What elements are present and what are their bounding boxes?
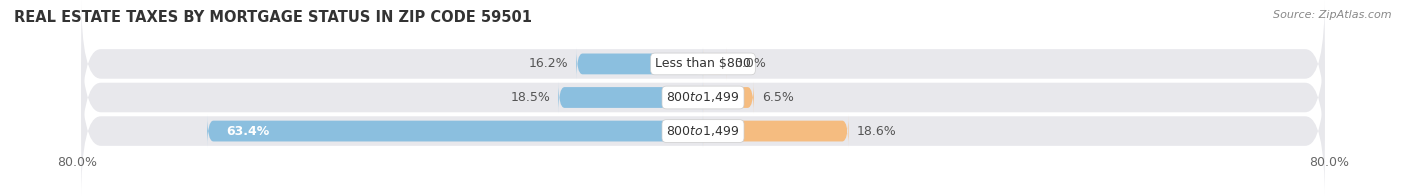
- FancyBboxPatch shape: [207, 115, 703, 148]
- Text: $800 to $1,499: $800 to $1,499: [666, 91, 740, 104]
- Text: REAL ESTATE TAXES BY MORTGAGE STATUS IN ZIP CODE 59501: REAL ESTATE TAXES BY MORTGAGE STATUS IN …: [14, 10, 531, 25]
- FancyBboxPatch shape: [576, 47, 703, 80]
- Text: $800 to $1,499: $800 to $1,499: [666, 124, 740, 138]
- Text: 6.5%: 6.5%: [762, 91, 793, 104]
- Text: Less than $800: Less than $800: [655, 57, 751, 70]
- FancyBboxPatch shape: [82, 62, 1324, 196]
- FancyBboxPatch shape: [703, 115, 848, 148]
- Text: 63.4%: 63.4%: [226, 125, 270, 138]
- Text: 16.2%: 16.2%: [529, 57, 568, 70]
- FancyBboxPatch shape: [82, 0, 1324, 133]
- Text: 18.5%: 18.5%: [510, 91, 551, 104]
- FancyBboxPatch shape: [703, 81, 754, 114]
- Text: Source: ZipAtlas.com: Source: ZipAtlas.com: [1274, 10, 1392, 20]
- FancyBboxPatch shape: [82, 28, 1324, 167]
- Text: 3.0%: 3.0%: [734, 57, 766, 70]
- FancyBboxPatch shape: [558, 81, 703, 114]
- FancyBboxPatch shape: [703, 47, 727, 80]
- Text: 18.6%: 18.6%: [856, 125, 896, 138]
